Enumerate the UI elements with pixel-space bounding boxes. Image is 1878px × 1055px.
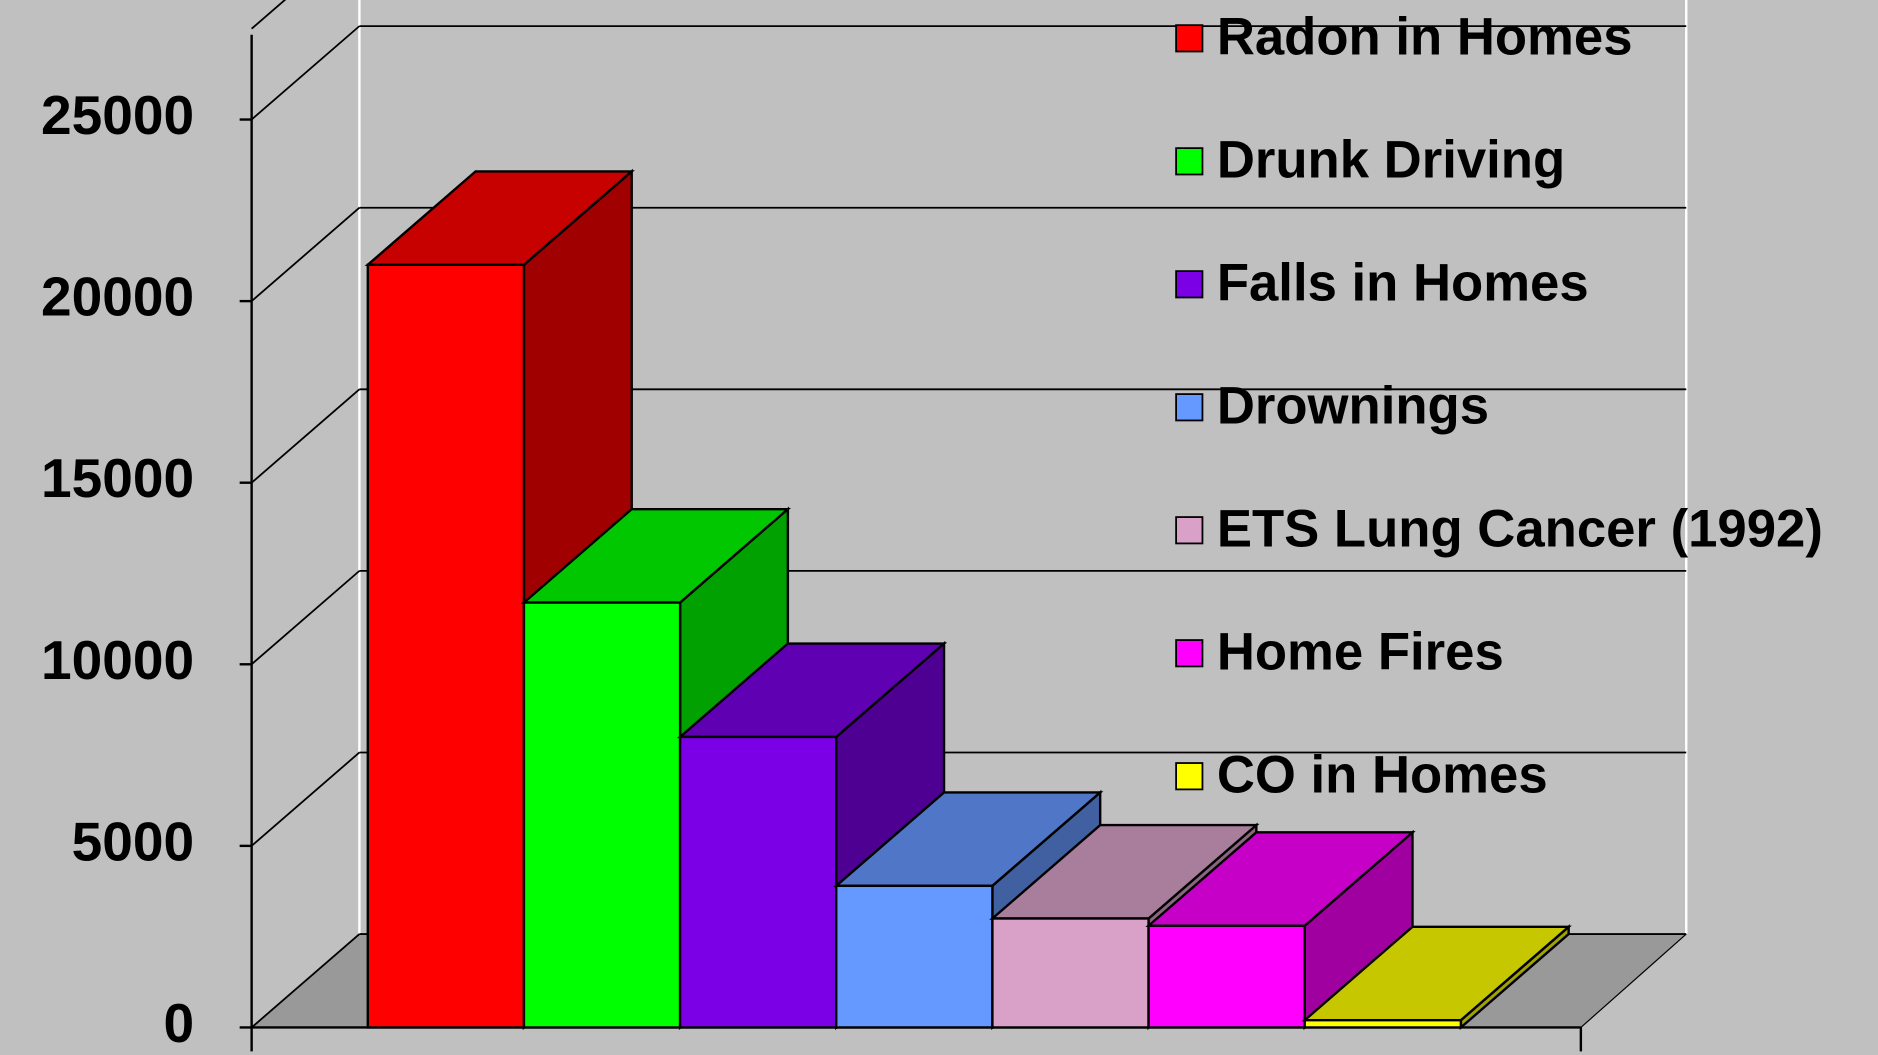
grid-line — [251, 388, 360, 484]
legend-swatch — [1175, 393, 1204, 422]
bar — [1147, 924, 1306, 1029]
legend-swatch — [1175, 639, 1204, 668]
y-tick-label: 10000 — [41, 629, 194, 691]
legend-swatch — [1175, 270, 1204, 299]
legend-label: CO in Homes — [1217, 746, 1548, 805]
y-tick-label: 15000 — [41, 447, 194, 509]
bar — [366, 263, 526, 1029]
legend-label: Falls in Homes — [1217, 254, 1589, 313]
bar — [522, 601, 682, 1029]
legend-label: Home Fires — [1217, 623, 1504, 682]
legend-label: ETS Lung Cancer (1992) — [1217, 500, 1823, 559]
legend-swatch — [1175, 147, 1204, 176]
legend-label: Drunk Driving — [1217, 131, 1565, 190]
grid-line — [251, 207, 360, 302]
grid-line — [251, 751, 360, 847]
grid-line — [251, 933, 360, 1029]
wall-top — [251, 0, 287, 30]
legend-label: Radon in Homes — [1217, 8, 1633, 67]
y-tick-label: 20000 — [41, 266, 194, 328]
legend-label: Drownings — [1217, 377, 1489, 436]
bar — [678, 735, 838, 1029]
x-axis — [1580, 933, 1687, 1028]
y-tick-label: 25000 — [41, 84, 194, 146]
y-tick-label: 5000 — [72, 810, 195, 872]
bar — [835, 884, 994, 1029]
legend-swatch — [1175, 516, 1204, 545]
legend-swatch — [1175, 762, 1204, 791]
grid-line — [251, 25, 360, 121]
y-tick-label: 0 — [164, 992, 195, 1054]
legend-swatch — [1175, 24, 1204, 53]
grid-line — [251, 570, 360, 665]
bar — [991, 917, 1150, 1029]
bar — [1303, 1018, 1463, 1029]
